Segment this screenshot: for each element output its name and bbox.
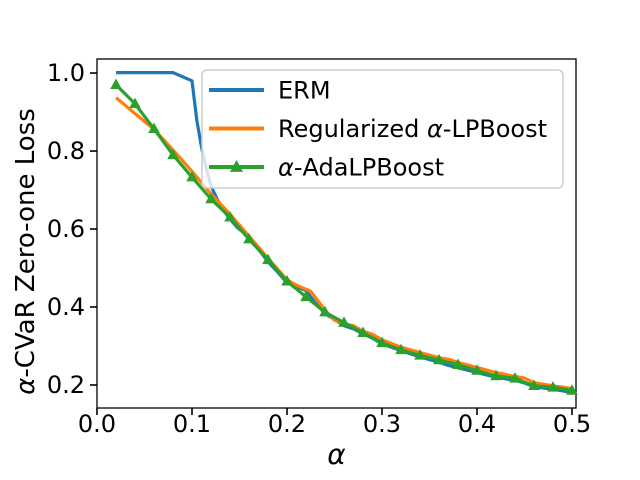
- triangle-marker: [509, 372, 521, 383]
- x-tick-label: 0.4: [458, 410, 496, 438]
- triangle-marker: [148, 122, 160, 134]
- x-tick-label: 0.3: [363, 410, 401, 438]
- triangle-marker: [395, 343, 407, 355]
- series--adalpboost: [110, 78, 578, 395]
- triangle-marker: [186, 170, 198, 182]
- legend-label: ERM: [278, 77, 331, 105]
- triangle-marker: [357, 326, 369, 337]
- y-tick-label: 0.8: [47, 137, 85, 165]
- x-tick-label: 0.2: [268, 410, 306, 438]
- triangle-marker: [566, 384, 578, 395]
- legend-triangle-marker: [229, 159, 244, 172]
- triangle-marker: [262, 253, 274, 265]
- x-tick-label: 0.0: [78, 410, 116, 438]
- triangle-marker: [110, 78, 122, 89]
- triangle-marker: [319, 305, 331, 317]
- triangle-marker: [129, 97, 141, 109]
- triangle-marker: [167, 148, 179, 160]
- triangle-marker: [376, 336, 388, 348]
- triangle-marker: [490, 369, 502, 381]
- axes: 0.0 0.1 0.2 0.3 0.4 0.5 0.2 0.4 0.6 0.8 1.0 α α-CVaR…: [11, 58, 591, 471]
- legend-entry: α-AdaLPBoost: [209, 154, 444, 182]
- triangle-marker: [205, 192, 217, 204]
- triangle-marker: [452, 358, 464, 369]
- legend-frame: [201, 69, 564, 189]
- x-tick-label: 0.1: [173, 410, 211, 438]
- triangle-marker: [281, 275, 293, 286]
- triangle-marker: [528, 379, 540, 391]
- legend-label: α-AdaLPBoost: [278, 154, 444, 182]
- triangle-marker: [433, 353, 445, 365]
- y-tick-label: 1.0: [47, 59, 85, 87]
- y-tick-label: 0.4: [47, 293, 85, 321]
- y-axis-label: α-CVaR Zero-one Loss: [11, 108, 41, 395]
- triangle-marker: [243, 232, 255, 244]
- legend: ERM Regularized α-LPBoost α-AdaLPBoost: [201, 69, 564, 189]
- x-axis-label: α: [327, 438, 346, 471]
- plot-frame: [96, 58, 577, 409]
- legend-label: Regularized α-LPBoost: [278, 115, 547, 143]
- triangle-marker: [414, 349, 426, 360]
- series-group: [110, 71, 578, 395]
- y-tick-label: 0.6: [47, 215, 85, 243]
- x-tick-label: 0.5: [553, 410, 591, 438]
- y-tick-label: 0.2: [47, 371, 85, 399]
- legend-entry: ERM: [209, 77, 331, 105]
- triangle-marker: [224, 211, 236, 222]
- triangle-marker: [471, 364, 483, 375]
- triangle-marker: [547, 381, 559, 392]
- triangle-marker: [338, 316, 350, 327]
- legend-entry: Regularized α-LPBoost: [209, 115, 547, 143]
- triangle-marker: [300, 290, 312, 302]
